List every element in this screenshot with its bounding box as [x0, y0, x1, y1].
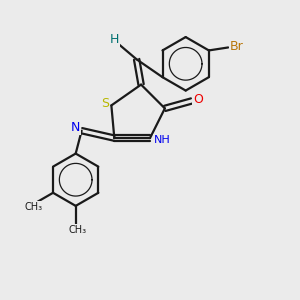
Text: N: N [70, 121, 80, 134]
Text: NH: NH [154, 135, 171, 145]
Text: H: H [110, 33, 119, 46]
Text: Br: Br [230, 40, 244, 53]
Text: CH₃: CH₃ [68, 225, 86, 235]
Text: S: S [101, 97, 109, 110]
Text: O: O [193, 93, 203, 106]
Text: CH₃: CH₃ [25, 202, 43, 212]
